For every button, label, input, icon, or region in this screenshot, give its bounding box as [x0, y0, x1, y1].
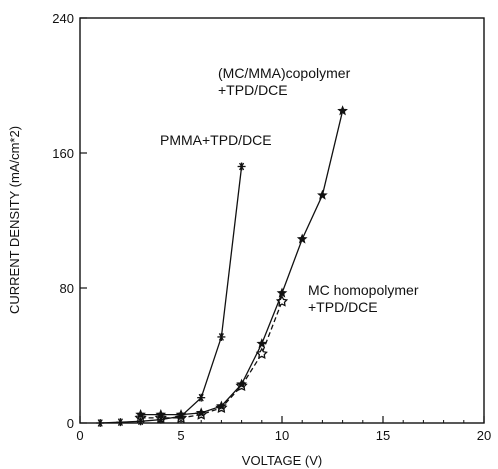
- data-point: [256, 338, 268, 349]
- series-layer: [96, 105, 348, 427]
- data-point: [175, 408, 187, 420]
- y-axis-label: CURRENT DENSITY (mA/cm*2): [7, 126, 22, 314]
- x-tick-label: 15: [376, 428, 390, 443]
- y-tick-label: 80: [60, 281, 74, 296]
- data-point: [337, 105, 348, 116]
- series-line: [140, 301, 283, 419]
- data-point: [236, 378, 247, 389]
- data-point: [116, 418, 125, 427]
- series-line: [140, 110, 344, 416]
- data-point: [96, 419, 105, 427]
- y-tick-label: 160: [52, 146, 74, 161]
- series-2: [134, 295, 289, 424]
- data-point: [197, 393, 206, 402]
- x-tick-label: 10: [275, 428, 289, 443]
- series-labels: PMMA+TPD/DCE (MC/MMA)copolymer +TPD/DCE MC …: [160, 65, 419, 315]
- series-label: MC homopolymer +TPD/DCE: [308, 282, 419, 315]
- data-point: [135, 408, 146, 420]
- data-point: [195, 407, 207, 418]
- data-point: [155, 408, 167, 420]
- data-point: [296, 233, 308, 244]
- series-1: [135, 105, 348, 420]
- series-line: [100, 166, 243, 424]
- x-tick-label: 0: [76, 428, 83, 443]
- data-point: [237, 162, 246, 171]
- data-point: [317, 189, 328, 200]
- x-tick-label: 20: [477, 428, 491, 443]
- data-point: [275, 295, 289, 307]
- x-axis-label: VOLTAGE (V): [242, 453, 322, 468]
- series-label: PMMA+TPD/DCE: [160, 132, 272, 148]
- y-tick-label: 0: [67, 416, 74, 431]
- data-point: [276, 287, 288, 298]
- x-tick-label: 5: [177, 428, 184, 443]
- series-0: [96, 162, 246, 427]
- data-point: [217, 332, 226, 341]
- y-tick-label: 240: [52, 11, 74, 26]
- series-label: (MC/MMA)copolymer +TPD/DCE: [218, 65, 351, 98]
- data-point: [216, 400, 227, 411]
- data-point: [136, 417, 145, 426]
